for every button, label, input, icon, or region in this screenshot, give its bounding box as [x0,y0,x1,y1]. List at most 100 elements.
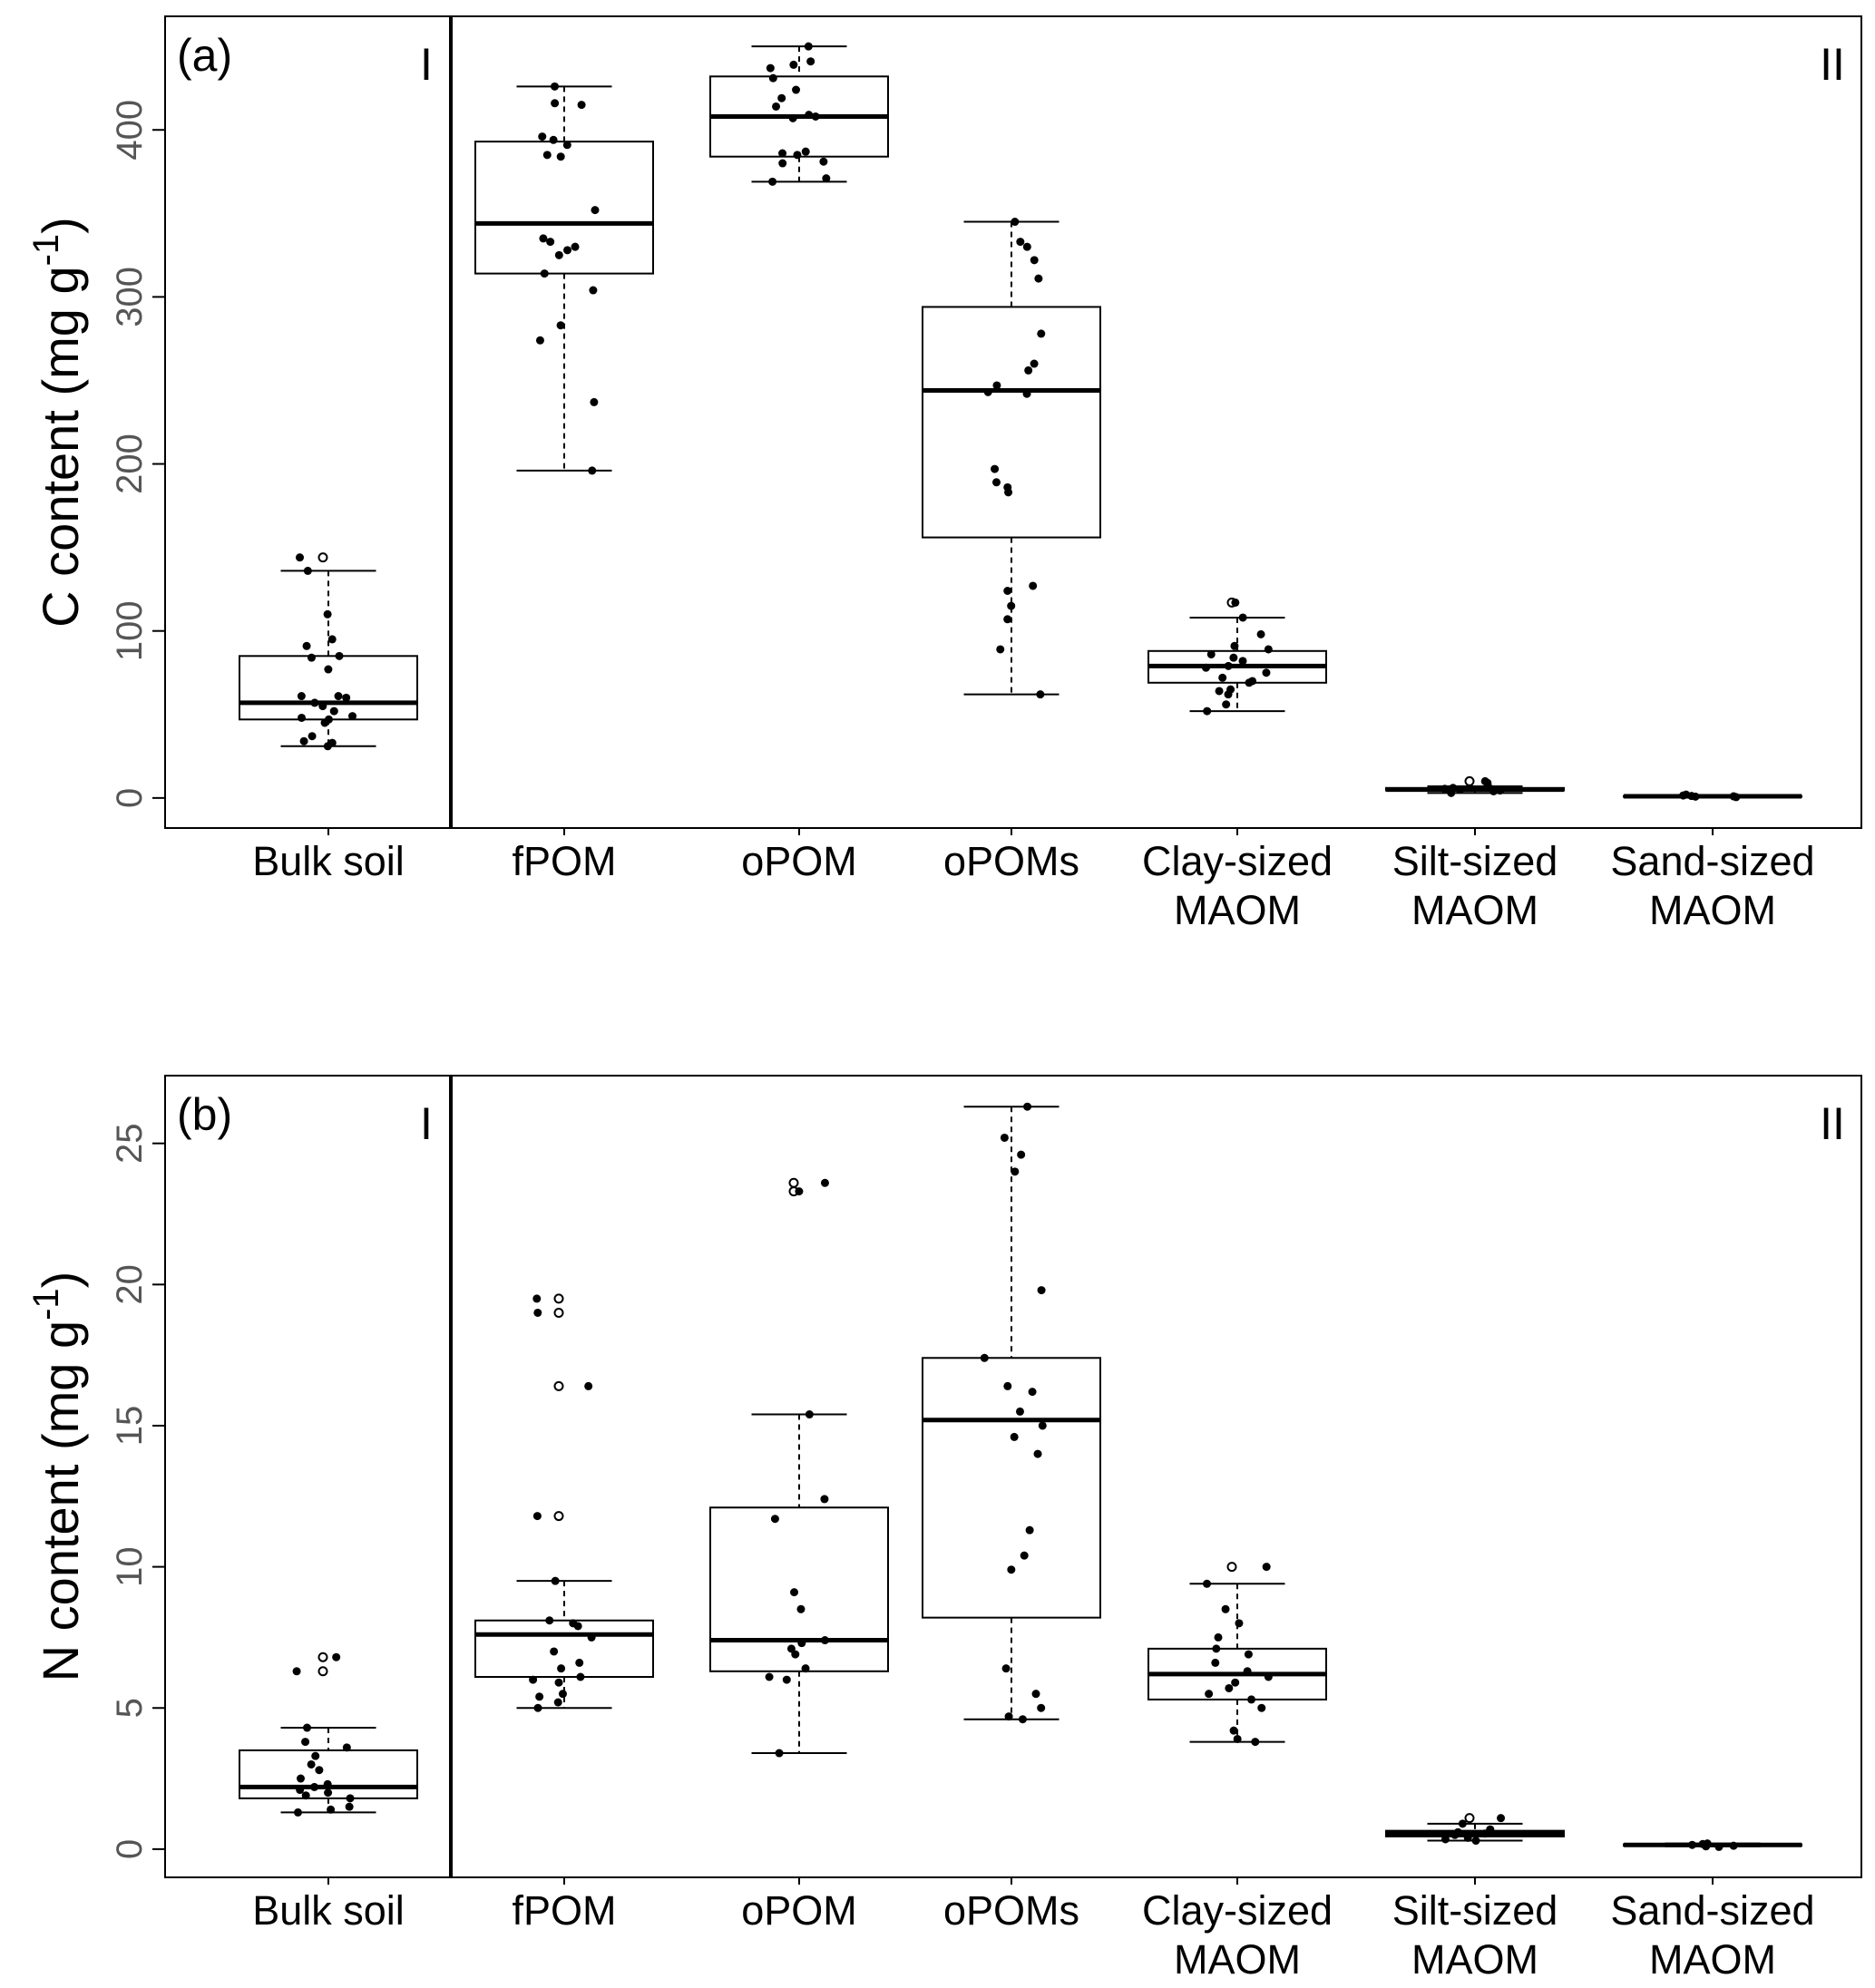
data-point [311,1751,320,1760]
data-point [1025,1525,1034,1535]
data-point [342,693,351,702]
data-point [327,738,337,747]
data-point [1211,1658,1220,1667]
y-axis-title-close: ) [32,217,89,234]
data-point [1729,792,1738,801]
data-point [991,464,1000,473]
data-point [1036,690,1045,699]
y-axis-title-superscript: -1 [26,1288,66,1320]
box-1 [474,1293,654,1712]
data-point [806,57,815,66]
data-point [983,387,992,396]
box-1 [474,82,654,475]
data-point [766,63,775,73]
data-point [1020,1551,1029,1560]
data-point [1037,1703,1046,1712]
data-point [805,111,814,120]
data-point [324,715,333,724]
data-point [335,651,344,660]
x-tick-label: MAOM [1411,1936,1538,1983]
data-point [532,1294,542,1303]
y-axis-title: C content (mg g-1) [26,217,89,628]
data-point [327,635,337,644]
y-axis-title-superscript: -1 [26,234,66,267]
data-point [1004,1712,1013,1721]
data-point [1028,1388,1037,1397]
data-point [1440,1835,1450,1844]
data-point [1003,586,1012,595]
data-point [1489,786,1499,795]
data-point [296,1786,305,1795]
y-tick-label: 5 [110,1698,150,1718]
data-point [529,1675,538,1684]
outlier-point [1464,1813,1475,1824]
x-tick-label: fPOM [512,1887,616,1934]
data-point [1015,1407,1024,1416]
data-point [1022,389,1031,398]
box-0 [239,1652,418,1817]
data-point [1018,1715,1027,1724]
data-point [591,206,600,215]
data-point [324,1788,333,1798]
data-point [308,732,317,741]
data-point [822,174,831,183]
data-point [1007,1565,1016,1574]
data-point [1221,1604,1230,1613]
data-point [342,1743,351,1752]
data-point [1497,1814,1506,1823]
region-label-I: I [420,1098,433,1149]
data-point [1224,661,1233,670]
data-point [805,1410,814,1419]
data-point [1714,1842,1724,1851]
data-point [796,1604,806,1613]
data-point [820,1636,829,1645]
data-point [1212,1644,1221,1653]
data-point [801,1664,810,1673]
y-tick-label: 0 [110,788,150,808]
data-point [303,566,312,575]
data-point [303,1723,312,1732]
data-point [1238,613,1247,622]
data-point [1226,685,1235,694]
data-point [820,1178,829,1187]
x-tick-label: Silt-sized [1392,1887,1558,1934]
data-point [1214,1632,1223,1642]
x-tick-label: Bulk soil [252,1887,405,1934]
data-point [1256,629,1265,638]
data-point [557,1664,566,1673]
data-point [576,1672,585,1681]
y-tick-label: 15 [110,1406,150,1447]
data-point [532,1512,542,1521]
data-point [346,1794,355,1803]
data-point [297,692,306,701]
data-point [1024,365,1033,375]
data-point [991,478,1001,487]
data-point [1687,1840,1696,1849]
data-point [296,1774,305,1783]
data-point [778,159,787,168]
x-tick-label: MAOM [1649,887,1776,933]
data-point [1229,653,1238,662]
data-point [292,1667,301,1676]
data-point [556,152,565,161]
data-point [327,1805,336,1814]
data-point [1229,1726,1238,1735]
data-point [556,321,565,330]
data-point [1038,1421,1047,1430]
iqr-box [922,306,1101,539]
y-tick-label: 10 [110,1546,150,1587]
x-tick-label: fPOM [512,838,616,884]
box-2 [709,42,889,186]
data-point [1003,482,1012,492]
outlier-point [317,1652,328,1662]
data-point [307,1759,316,1769]
data-point [1003,1381,1012,1390]
data-point [1257,1703,1266,1712]
data-point [811,112,820,121]
data-point [1233,1734,1242,1743]
box-6 [1623,1839,1802,1851]
data-point [980,1353,989,1362]
y-axis-title-close: ) [32,1272,89,1289]
data-point [1235,1619,1244,1628]
data-point [1463,1833,1472,1842]
